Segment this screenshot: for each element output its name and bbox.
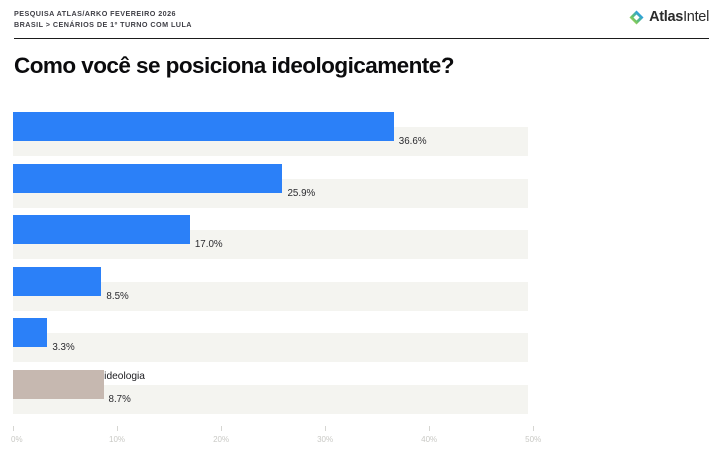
x-axis-tick-mark [117, 426, 119, 431]
brand-logo: AtlasIntel [629, 10, 709, 25]
x-axis-tick-label: 30% [317, 435, 334, 444]
header-divider [14, 38, 709, 40]
x-axis-tick-mark [13, 426, 14, 431]
header-kicker-line-1: PESQUISA ATLAS/ARKO FEVEREIRO 2026 [14, 9, 177, 18]
bar-track [13, 333, 528, 362]
x-axis-tick-label: 50% [525, 435, 542, 444]
x-axis-tick-mark [221, 426, 223, 431]
x-axis-tick-label: 40% [421, 435, 438, 444]
atlas-diamond-icon [629, 10, 644, 25]
x-axis-tick-mark [429, 426, 431, 431]
header-kicker-line-2: BRASIL > CENÁRIOS DE 1º TURNO COM LULA [14, 19, 192, 29]
brand-name-light: Intel [683, 9, 709, 25]
page-title: Como você se posiciona ideologicamente? [14, 53, 454, 78]
brand-name: AtlasIntel [649, 10, 709, 25]
brand-name-bold: Atlas [649, 9, 684, 25]
x-axis-tick-mark [533, 426, 535, 431]
bar-value-label: 3.3% [52, 342, 75, 353]
bar-row: Esquerda25.9% [13, 163, 528, 209]
bar-value-label: 8.7% [108, 393, 131, 405]
bar-row: Centro-esquerda17.0% [13, 215, 528, 260]
bar-value-label: 17.0% [194, 239, 223, 250]
page-header: PESQUISA ATLAS/ARKO FEVEREIRO 2026 BRASI… [0, 0, 723, 39]
x-axis-tick-mark [325, 426, 327, 431]
chart-plot-area: Direita36.6% Esquerda25.9% Centro-esquerda… [13, 112, 528, 422]
bar-fill[interactable] [13, 369, 104, 399]
x-axis-tick-label: 0% [11, 435, 23, 444]
x-axis-tick-label: 10% [109, 435, 126, 444]
bar-chart: Direita36.6% Esquerda25.9% Centro-esquerda… [0, 112, 723, 461]
bar-row: Direita36.6% [13, 112, 528, 157]
bar-fill[interactable] [13, 266, 102, 296]
bar-value-label: 8.5% [106, 290, 129, 302]
bar-fill[interactable] [13, 318, 48, 347]
bar-value-label: 25.9% [287, 187, 316, 199]
bar-row: Centro-direita8.5% [13, 266, 528, 312]
bar-fill[interactable] [13, 163, 283, 193]
chart-x-axis: 0% 10% 20% 30% 40% 50% [11, 426, 541, 450]
bar-value-label: 36.6% [398, 136, 427, 147]
bar-row: Centro3.3% [13, 318, 528, 363]
x-axis-tick-label: 20% [213, 435, 230, 444]
bar-fill[interactable] [13, 112, 394, 141]
bar-fill[interactable] [13, 215, 190, 244]
